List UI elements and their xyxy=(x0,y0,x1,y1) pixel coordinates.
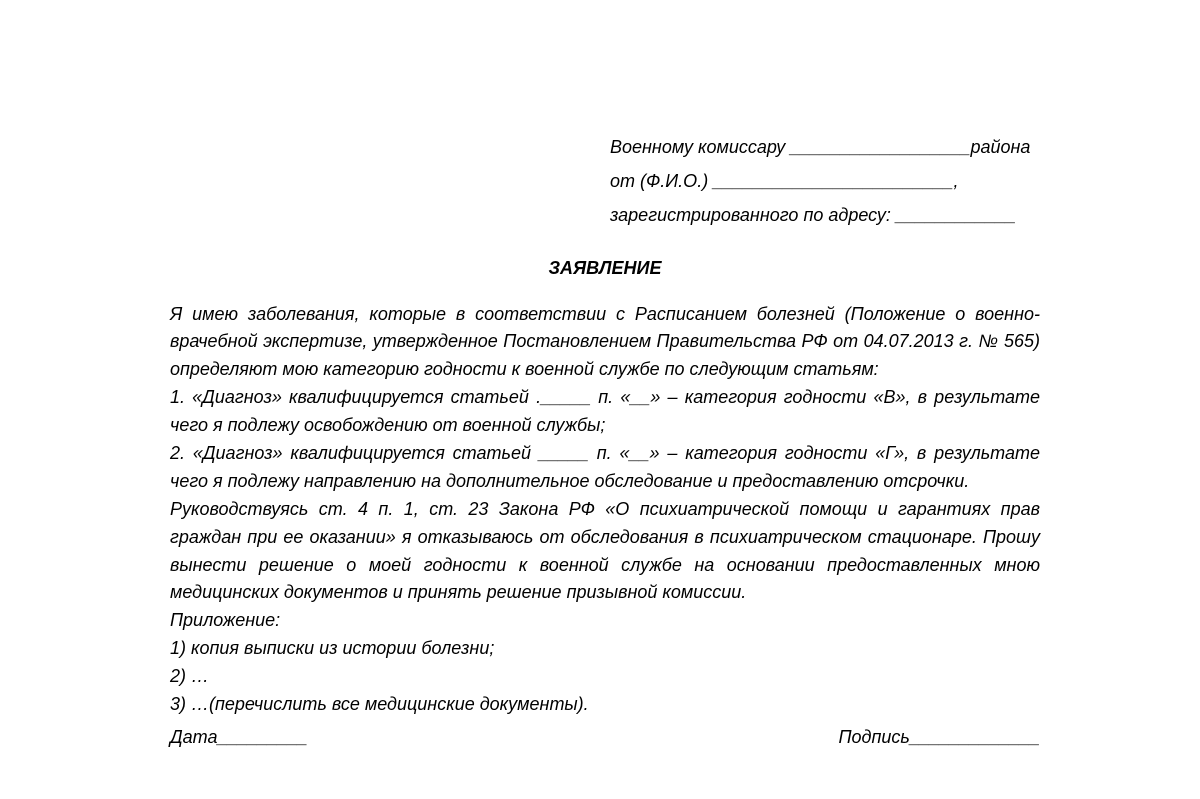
footer-line: Дата_________ Подпись_____________ xyxy=(170,727,1040,748)
address-line: зарегистрированного по адресу: _________… xyxy=(610,198,1040,232)
attachment-item-3: 3) …(перечислить все медицинские докумен… xyxy=(170,691,1040,719)
attachment-item-2: 2) … xyxy=(170,663,1040,691)
signature-field: Подпись_____________ xyxy=(838,727,1040,748)
addressee-line: Военному комиссару __________________рай… xyxy=(610,130,1040,164)
date-field: Дата_________ xyxy=(170,727,308,748)
attachment-item-1: 1) копия выписки из истории болезни; xyxy=(170,635,1040,663)
document-body: Я имею заболевания, которые в соответств… xyxy=(170,301,1040,719)
attachment-label: Приложение: xyxy=(170,607,1040,635)
intro-paragraph: Я имею заболевания, которые в соответств… xyxy=(170,301,1040,385)
diagnosis-item-1: 1. «Диагноз» квалифицируется статьей .__… xyxy=(170,384,1040,440)
header-block: Военному комиссару __________________рай… xyxy=(610,130,1040,233)
diagnosis-item-2: 2. «Диагноз» квалифицируется статьей ___… xyxy=(170,440,1040,496)
legal-paragraph: Руководствуясь ст. 4 п. 1, ст. 23 Закона… xyxy=(170,496,1040,608)
from-line: от (Ф.И.О.) ________________________, xyxy=(610,164,1040,198)
document-title: ЗАЯВЛЕНИЕ xyxy=(170,258,1040,279)
